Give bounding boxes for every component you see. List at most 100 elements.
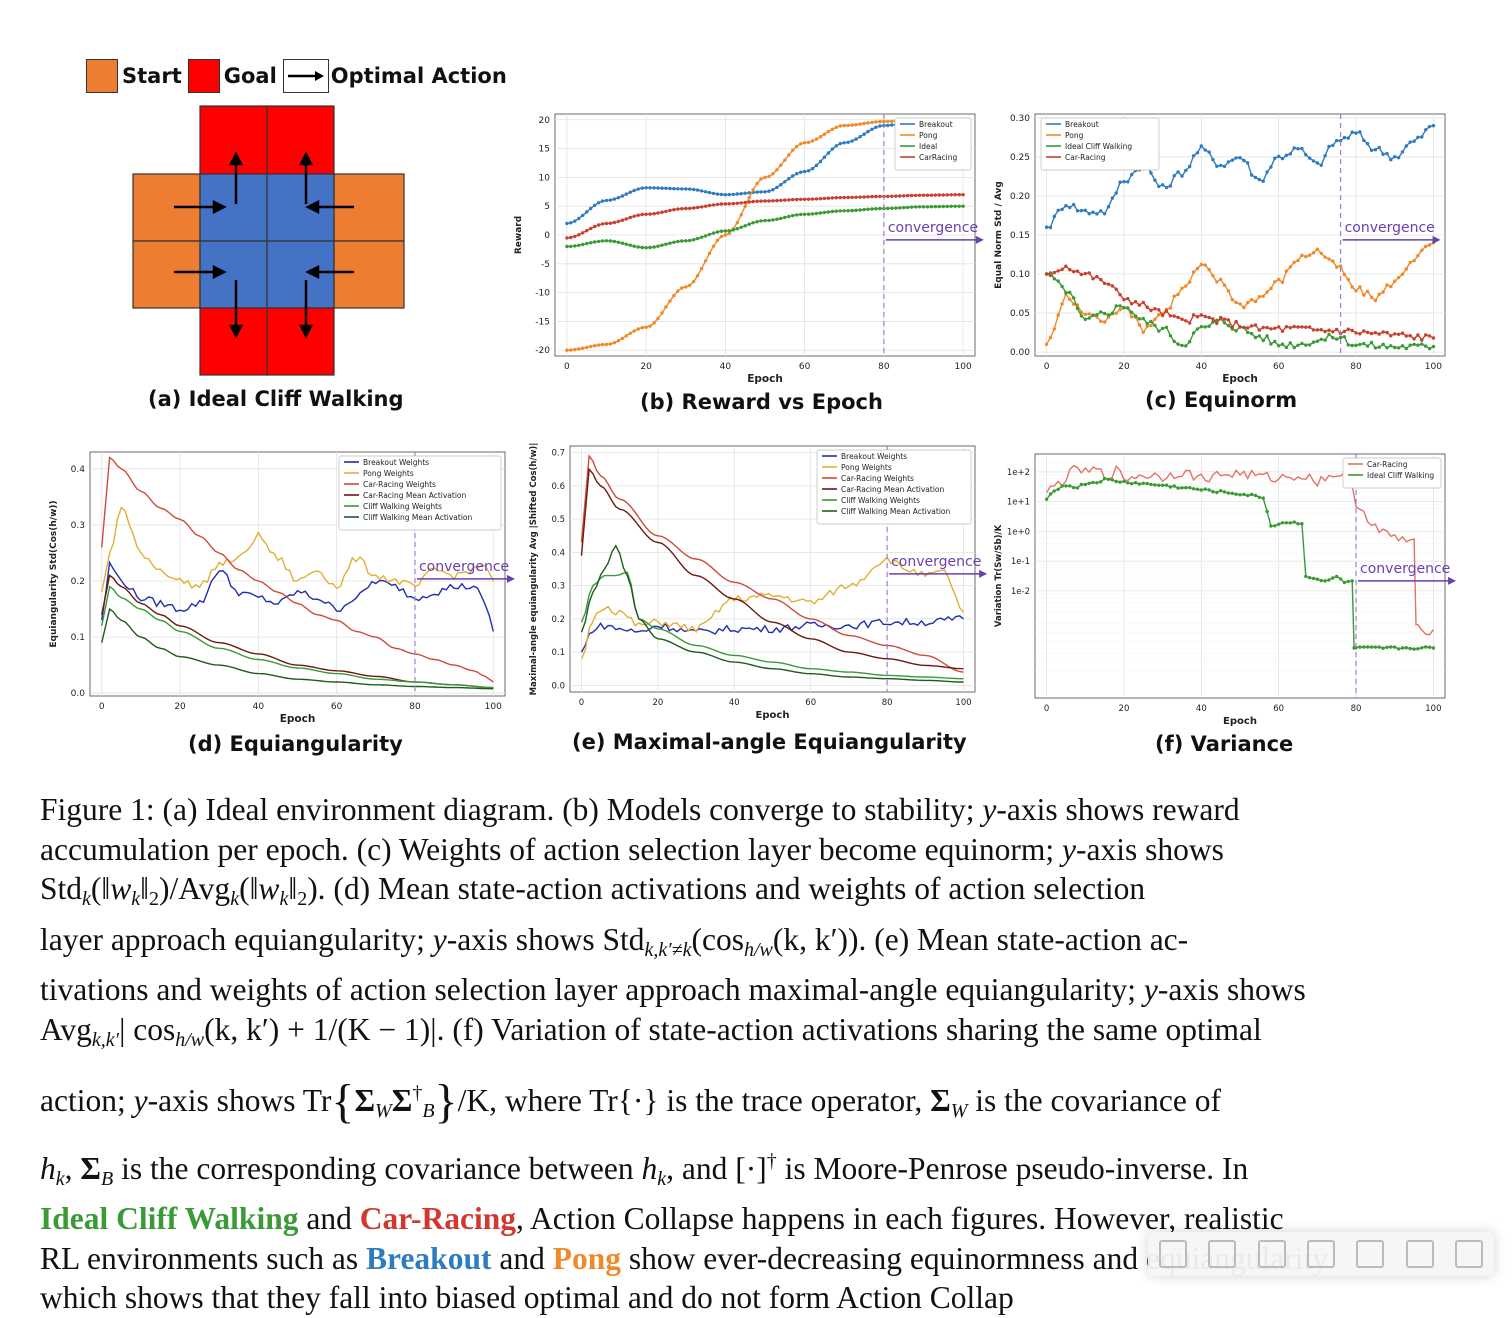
data-point <box>1075 269 1080 273</box>
data-point <box>1180 174 1184 178</box>
data-point <box>1068 268 1072 272</box>
data-point <box>846 140 850 144</box>
data-point <box>759 190 763 194</box>
data-point <box>604 221 609 226</box>
data-point <box>1273 524 1277 528</box>
data-point <box>1079 482 1084 487</box>
data-point <box>656 186 660 190</box>
data-point <box>1048 492 1053 496</box>
toolbar-button-7-icon[interactable] <box>1455 1240 1484 1268</box>
data-point <box>1180 486 1184 490</box>
data-point <box>1393 332 1397 336</box>
data-point <box>890 123 894 127</box>
legend-entry: Cliff Walking Mean Activation <box>841 507 951 516</box>
convergence-arrow-head <box>1448 576 1457 585</box>
series-line <box>580 454 964 673</box>
x-tick-label: 60 <box>331 702 343 712</box>
data-point <box>795 172 799 176</box>
x-tick-label: 80 <box>1350 362 1362 372</box>
data-point <box>1095 212 1099 216</box>
cliff-walking-diagram <box>132 105 405 376</box>
data-point <box>1307 156 1312 160</box>
data-point <box>652 186 656 190</box>
data-point <box>783 198 787 202</box>
toolbar-button-6-icon[interactable] <box>1405 1240 1434 1268</box>
data-point <box>1408 343 1412 347</box>
data-point <box>1211 490 1215 494</box>
data-point <box>1118 304 1122 308</box>
data-point <box>862 132 866 136</box>
data-point <box>707 190 712 195</box>
caption-line-5: tivations and weights of action selectio… <box>40 972 1306 1007</box>
toolbar-button-4-icon[interactable] <box>1306 1240 1335 1268</box>
toolbar-button-5-icon[interactable] <box>1356 1240 1385 1268</box>
data-point <box>795 197 799 202</box>
data-point <box>739 201 743 205</box>
data-point <box>1288 152 1292 156</box>
data-point <box>1207 315 1211 320</box>
data-point <box>1307 325 1312 329</box>
data-point <box>751 188 755 192</box>
data-point <box>1427 645 1432 649</box>
data-point <box>707 203 712 208</box>
data-point <box>1052 277 1056 281</box>
convergence-arrow-head <box>1432 235 1441 244</box>
data-point <box>664 209 668 214</box>
data-point <box>1048 225 1053 230</box>
y-tick-label: 0.2 <box>551 615 565 625</box>
data-point <box>1416 343 1420 347</box>
data-point <box>1207 150 1211 154</box>
data-point <box>854 123 858 127</box>
data-point <box>1137 317 1142 321</box>
data-point <box>783 180 787 184</box>
data-point <box>1130 172 1134 177</box>
toolbar-button-2-icon[interactable] <box>1208 1240 1237 1268</box>
data-point <box>1365 289 1370 294</box>
data-point <box>1219 277 1223 281</box>
data-point <box>822 196 827 201</box>
data-point <box>1327 257 1331 261</box>
optimal-action-label: Optimal Action <box>330 64 507 88</box>
data-point <box>1044 342 1049 346</box>
data-point <box>787 214 791 219</box>
y-tick-label: 0.4 <box>551 548 565 558</box>
data-point <box>1304 255 1308 259</box>
data-point <box>838 195 842 200</box>
data-point <box>846 209 850 213</box>
data-point <box>854 208 858 212</box>
highlight-ideal-cliff-walking: Ideal Cliff Walking <box>40 1201 299 1236</box>
data-point <box>1184 486 1188 490</box>
data-point <box>569 235 573 240</box>
data-point <box>668 186 672 191</box>
floating-toolbar[interactable] <box>1148 1232 1494 1276</box>
data-point <box>743 224 747 228</box>
data-point <box>1099 209 1103 213</box>
data-point <box>727 202 731 206</box>
y-tick-label: 0.5 <box>551 515 565 525</box>
data-point <box>890 206 894 210</box>
data-point <box>1226 491 1231 495</box>
data-point <box>703 234 708 238</box>
data-point <box>1176 170 1180 174</box>
data-point <box>1338 264 1343 268</box>
y-tick-label: 10 <box>539 173 551 183</box>
toolbar-button-3-icon[interactable] <box>1257 1240 1286 1268</box>
data-point <box>1311 340 1316 344</box>
data-point <box>1072 269 1076 274</box>
data-point <box>941 204 945 209</box>
data-point <box>1327 332 1331 336</box>
data-point <box>1335 337 1339 341</box>
data-point <box>1373 346 1378 350</box>
data-point <box>1396 156 1401 160</box>
data-point <box>1168 306 1173 310</box>
toolbar-button-1-icon[interactable] <box>1158 1240 1187 1268</box>
data-point <box>1122 479 1126 484</box>
y-tick-label: 0.00 <box>1010 348 1030 358</box>
legend-entry: Breakout Weights <box>363 458 429 467</box>
data-point <box>874 207 878 211</box>
data-point <box>1246 326 1250 330</box>
data-point <box>1172 174 1176 178</box>
data-point <box>810 139 815 143</box>
optimal-action-arrow-icon <box>282 59 329 93</box>
data-point <box>695 205 700 210</box>
